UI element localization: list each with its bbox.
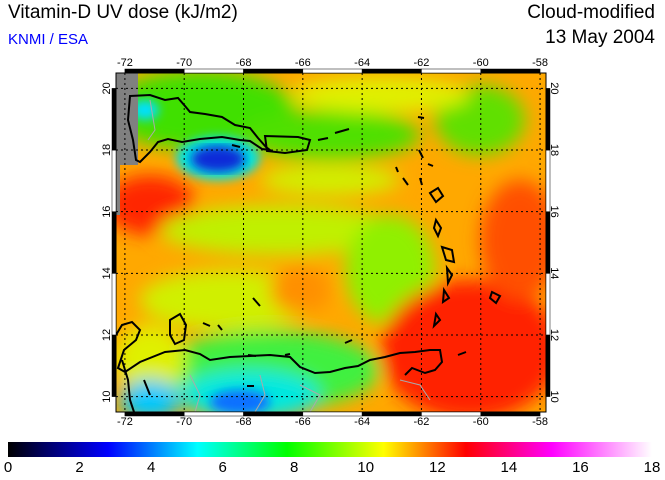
- lat-tick-label-right: 10: [548, 390, 560, 402]
- colorbar-tick-label: 10: [357, 459, 375, 476]
- coastlines: [116, 93, 502, 412]
- uv-field: [116, 73, 546, 412]
- lat-tick-label-right: 12: [548, 329, 560, 341]
- map-frame-ticks: [111, 68, 551, 417]
- frame-segment: [361, 68, 422, 74]
- date-label: 13 May 2004: [545, 27, 655, 48]
- frame-segment: [111, 273, 117, 336]
- colorbar-tick-label: 6: [218, 459, 227, 476]
- lat-tick-label-left: 14: [101, 267, 113, 279]
- lon-tick-label-bottom: -68: [236, 416, 252, 428]
- frame-segment: [421, 68, 482, 74]
- colorbar-tick-label: 2: [75, 459, 84, 476]
- lat-tick-label-right: 16: [548, 206, 560, 218]
- grid-lines: [116, 73, 546, 412]
- colorbar-tick-label: 8: [290, 459, 299, 476]
- colorbar: [8, 442, 652, 457]
- lat-tick-label-right: 18: [548, 144, 560, 156]
- frame-segment: [124, 68, 185, 74]
- map-title: Vitamin-D UV dose (kJ/m2): [8, 2, 238, 23]
- lon-tick-label-bottom: -60: [473, 416, 489, 428]
- mode-label: Cloud-modified: [527, 2, 655, 23]
- colorbar-tick-label: 0: [3, 459, 13, 476]
- lon-tick-label-bottom: -70: [176, 416, 192, 428]
- lat-tick-label-left: 20: [101, 82, 113, 94]
- frame-segment: [480, 68, 541, 74]
- lat-tick-label-left: 18: [101, 144, 113, 156]
- lon-tick-label-bottom: -64: [354, 416, 370, 428]
- lon-tick-label-top: -62: [413, 57, 429, 69]
- lon-tick-label-top: -70: [176, 57, 192, 69]
- lon-tick-label-top: -66: [295, 57, 311, 69]
- lon-tick-label-top: -60: [473, 57, 489, 69]
- colorbar-tick-label: 4: [146, 459, 156, 476]
- lat-tick-label-left: 16: [101, 206, 113, 218]
- colorbar-tick-label: 16: [572, 459, 589, 476]
- lat-tick-label-left: 12: [101, 329, 113, 341]
- frame-segment: [111, 88, 117, 151]
- frame-segment: [545, 334, 551, 397]
- lat-tick-label-right: 20: [548, 82, 560, 94]
- lon-tick-label-bottom: -66: [295, 416, 311, 428]
- lon-tick-label-bottom: -62: [413, 416, 429, 428]
- lat-tick-label-right: 14: [548, 267, 560, 279]
- frame-segment: [545, 149, 551, 212]
- frame-segment: [111, 149, 117, 212]
- lon-tick-label-top: -58: [532, 57, 548, 69]
- frame-segment: [302, 68, 363, 74]
- borders: [147, 99, 431, 412]
- credit-label: KNMI / ESA: [8, 31, 89, 48]
- frame-segment: [545, 211, 551, 274]
- frame-segment: [111, 334, 117, 397]
- lon-tick-label-top: -68: [236, 57, 252, 69]
- frame-segment: [545, 88, 551, 151]
- lat-tick-label-left: 10: [101, 390, 113, 402]
- frame-segment: [243, 68, 304, 74]
- frame-segment: [111, 211, 117, 274]
- frame-segment: [480, 411, 541, 417]
- frame-segment: [545, 273, 551, 336]
- lon-tick-label-top: -64: [354, 57, 370, 69]
- lon-tick-label-bottom: -72: [117, 416, 133, 428]
- uv-dose-map: -72 -72 -70 -70 -68 -68 -66 -66 -64 -64 -62 -62 -60 -…: [101, 57, 560, 428]
- frame-segment: [183, 68, 244, 74]
- colorbar-tick-label: 14: [500, 459, 518, 476]
- colorbar-tick-label: 18: [643, 459, 661, 476]
- lon-tick-label-top: -72: [117, 57, 133, 69]
- lon-tick-label-bottom: -58: [532, 416, 548, 428]
- colorbar-tick-label: 12: [428, 459, 446, 476]
